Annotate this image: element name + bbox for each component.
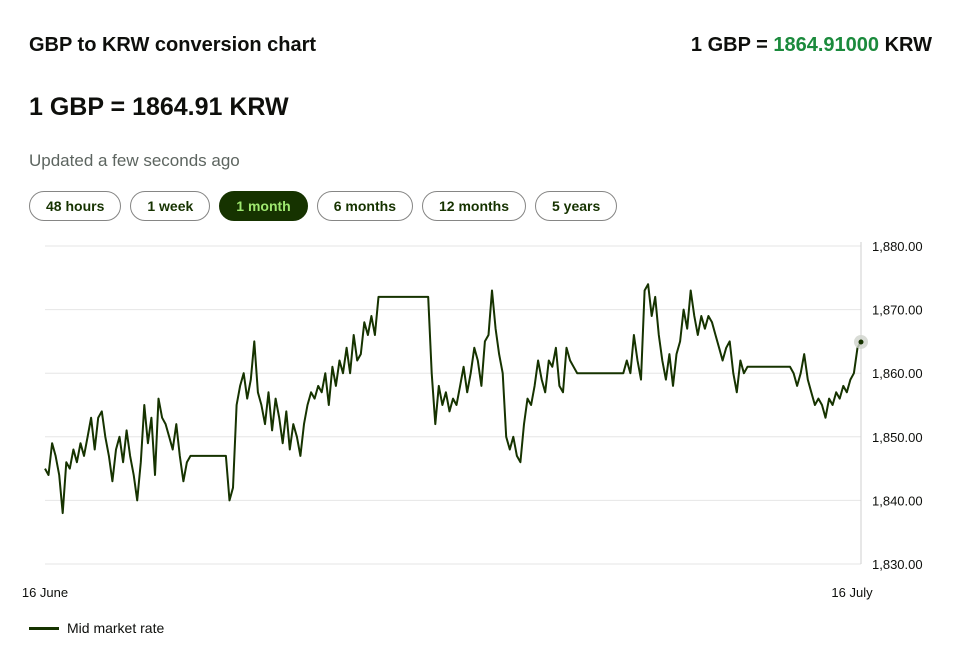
current-rate: 1 GBP = 1864.91 KRW [29, 93, 289, 121]
header-rate-prefix: 1 GBP = [690, 34, 774, 56]
legend: Mid market rate [29, 620, 164, 636]
x-tick-label: 16 July [831, 585, 873, 600]
rate-chart[interactable]: 1,880.00 1,870.00 1,860.00 1,850.00 1,840.00… [0, 230, 966, 610]
range-48-hours-button[interactable]: 48 hours [29, 191, 122, 221]
y-tick-label: 1,830.00 [872, 557, 923, 572]
header-rate-suffix: KRW [879, 34, 932, 56]
header-rate-value: 1864.91000 [773, 34, 880, 56]
y-tick-label: 1,860.00 [872, 366, 923, 381]
updated-text: Updated a few seconds ago [29, 151, 240, 170]
range-selector: 48 hours 1 week 1 month 6 months 12 mont… [29, 191, 618, 221]
range-5-years-button[interactable]: 5 years [535, 191, 618, 221]
range-6-months-button[interactable]: 6 months [316, 191, 413, 221]
y-tick-label: 1,850.00 [872, 430, 923, 445]
header-rate: 1 GBP = 1864.91000 KRW [691, 34, 932, 57]
legend-swatch [29, 626, 59, 630]
last-point-marker [858, 339, 864, 345]
series-line-mid-market-rate [44, 283, 862, 515]
y-tick-label: 1,870.00 [872, 303, 923, 318]
page-title: GBP to KRW conversion chart [29, 34, 317, 56]
range-1-week-button[interactable]: 1 week [130, 191, 211, 221]
y-tick-label: 1,880.00 [872, 239, 923, 254]
range-1-month-button[interactable]: 1 month [219, 191, 308, 221]
x-tick-label: 16 June [22, 585, 68, 600]
range-12-months-button[interactable]: 12 months [421, 191, 526, 221]
legend-label: Mid market rate [67, 620, 165, 636]
y-tick-label: 1,840.00 [872, 493, 923, 508]
